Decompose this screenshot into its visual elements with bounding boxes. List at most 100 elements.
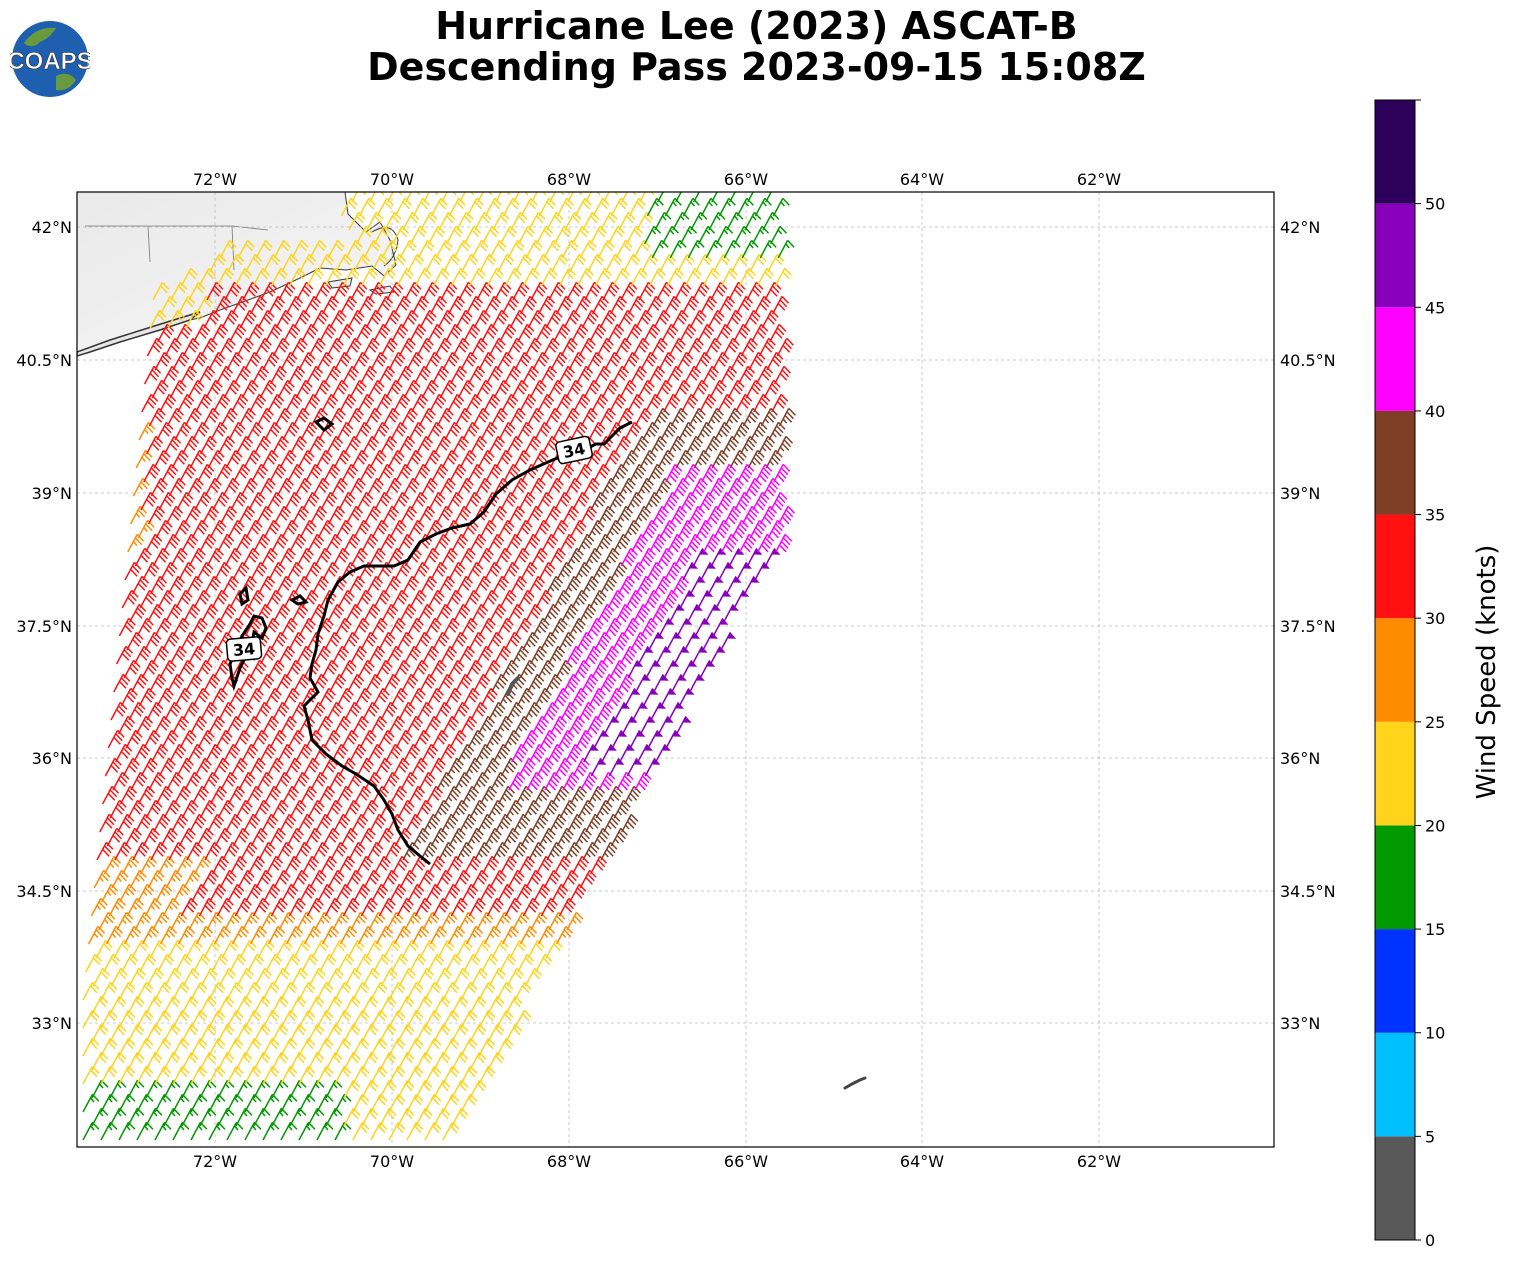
wind-barb xyxy=(524,967,542,987)
wind-barb xyxy=(267,925,286,945)
wind-barb xyxy=(368,911,386,931)
wind-barb xyxy=(396,897,414,917)
wind-barb xyxy=(252,897,270,917)
wind-barb xyxy=(272,967,290,987)
wind-barb xyxy=(514,981,532,1001)
wind-barb xyxy=(296,911,314,931)
wind-barb xyxy=(326,967,344,987)
wind-barb xyxy=(440,911,458,931)
wind-barb xyxy=(247,953,265,973)
wind-barb xyxy=(113,939,131,959)
wind-barb xyxy=(262,981,280,1001)
wind-barb xyxy=(208,981,226,1001)
logo-text: COAPS xyxy=(10,48,90,75)
wind-barb xyxy=(134,911,152,931)
wind-barb xyxy=(375,925,394,945)
wind-barb xyxy=(154,981,172,1001)
wind-barb xyxy=(136,981,154,1001)
wind-barb xyxy=(236,967,254,987)
colorbar-segment xyxy=(1375,721,1415,826)
wind-barb xyxy=(380,967,398,987)
colorbar: 0 5 10 15 20 25 30 35 40 45 50 xyxy=(1374,99,1445,1250)
lon-tick-top: 70°W xyxy=(370,170,414,189)
wind-barb xyxy=(301,953,319,973)
colorbar-segment xyxy=(1375,1136,1415,1240)
wind-barb xyxy=(118,981,136,1001)
wind-barb xyxy=(501,925,520,945)
wind-barb xyxy=(298,981,316,1001)
wind-barb xyxy=(357,925,376,945)
wind-barb xyxy=(146,967,164,987)
wind-barb xyxy=(139,953,157,973)
wind-barb xyxy=(260,911,278,931)
lat-tick-right: 33°N xyxy=(1280,1014,1320,1033)
wind-barb xyxy=(429,925,448,945)
wind-barb xyxy=(308,967,326,987)
wind-barb xyxy=(95,939,113,959)
colorbar-segment xyxy=(1375,618,1415,722)
wind-barb xyxy=(530,911,548,931)
lon-tick-top: 64°W xyxy=(900,170,944,189)
lon-tick-bottom: 66°W xyxy=(724,1152,768,1171)
wind-barb xyxy=(445,953,463,973)
wind-barb xyxy=(278,911,296,931)
wind-barb xyxy=(144,897,162,917)
wind-barb xyxy=(332,911,350,931)
lat-tick-left: 37.5°N xyxy=(16,617,72,636)
wind-barb xyxy=(149,939,167,959)
wind-barb xyxy=(465,925,484,945)
wind-barb xyxy=(342,897,360,917)
wind-barb xyxy=(329,939,347,959)
wind-barb xyxy=(566,911,584,931)
colorbar-tick: 30 xyxy=(1425,609,1445,628)
lat-tick-left: 33°N xyxy=(32,1014,72,1033)
wind-barb xyxy=(514,1009,532,1029)
colorbar-segment xyxy=(1375,307,1415,411)
map-area: 34 34 xyxy=(77,192,1274,1147)
wind-barb xyxy=(100,981,118,1001)
wind-barb xyxy=(265,953,283,973)
wind-barb xyxy=(87,925,106,945)
wind-barb xyxy=(288,897,306,917)
wind-barb xyxy=(141,925,160,945)
wind-barb xyxy=(203,939,221,959)
wind-barb xyxy=(167,939,185,959)
lat-tick-left: 36°N xyxy=(32,749,72,768)
colorbar-segment xyxy=(1375,1032,1415,1137)
wind-barb xyxy=(290,967,308,987)
chart-title: Hurricane Lee (2023) ASCAT-B Descending … xyxy=(0,6,1513,88)
wind-barb xyxy=(352,981,370,1001)
wind-barb xyxy=(494,911,512,931)
wind-barb xyxy=(463,953,481,973)
wind-barb xyxy=(452,967,470,987)
wind-barb xyxy=(270,897,288,917)
colorbar-tick: 5 xyxy=(1425,1127,1435,1146)
wind-barb xyxy=(373,953,391,973)
wind-barb xyxy=(388,981,406,1001)
lat-tick-right: 36°N xyxy=(1280,749,1320,768)
wind-barb xyxy=(311,939,329,959)
wind-barb xyxy=(193,953,211,973)
lat-tick-left: 42°N xyxy=(32,218,72,237)
wind-barb xyxy=(362,967,380,987)
colorbar-label: Wind Speed (knots) xyxy=(1472,545,1502,800)
colorbar-tick: 10 xyxy=(1425,1024,1445,1043)
wind-barb xyxy=(123,925,142,945)
wind-barb xyxy=(548,911,566,931)
lon-tick-bottom: 70°W xyxy=(370,1152,414,1171)
wind-barb xyxy=(401,939,419,959)
lat-tick-right: 34.5°N xyxy=(1280,882,1336,901)
wind-barb xyxy=(198,897,216,917)
wind-barb xyxy=(316,981,334,1001)
wind-barb xyxy=(162,897,180,917)
wind-barb xyxy=(393,925,412,945)
wind-barb xyxy=(509,939,527,959)
wind-barb xyxy=(314,911,332,931)
lat-tick-left: 34.5°N xyxy=(16,882,72,901)
colorbar-tick: 45 xyxy=(1425,298,1445,317)
wind-barb xyxy=(391,953,409,973)
wind-barb xyxy=(254,967,272,987)
wind-barb xyxy=(458,911,476,931)
wind-barb xyxy=(188,911,206,931)
wind-barb xyxy=(182,967,200,987)
